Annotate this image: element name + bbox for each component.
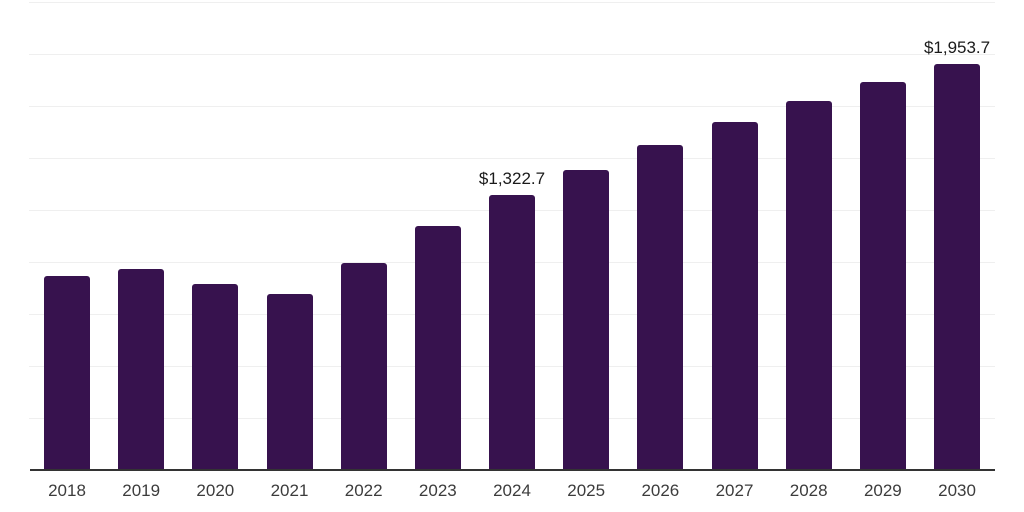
bar-2019 [118, 269, 165, 470]
bar-2027 [711, 121, 758, 470]
gridline [29, 106, 995, 107]
x-tick-label-2030: 2030 [938, 481, 976, 500]
x-tick-label-2020: 2020 [196, 481, 235, 500]
x-tick-label-2021: 2021 [270, 481, 309, 500]
x-tick-label-2029: 2029 [863, 481, 902, 500]
bar-2028 [785, 101, 832, 470]
x-tick-label-2024: 2024 [493, 481, 531, 500]
bar-2023 [414, 225, 461, 470]
gridline [29, 54, 995, 55]
bar-2020 [192, 284, 239, 470]
x-tick-label-2023: 2023 [418, 481, 457, 500]
x-tick-label-2025: 2025 [567, 481, 606, 500]
x-axis-line [30, 469, 995, 471]
x-tick-label-2028: 2028 [789, 481, 828, 500]
data-label-2030: $1,953.7 [923, 37, 991, 57]
x-tick-label-2026: 2026 [641, 481, 680, 500]
bar-2029 [859, 82, 906, 470]
bar-2026 [637, 144, 684, 470]
bar-2030 [934, 63, 981, 470]
bar-2022 [340, 263, 387, 470]
bar-2018 [44, 275, 90, 470]
gridline [29, 2, 995, 3]
gridline [29, 158, 995, 159]
x-tick-label-2027: 2027 [715, 481, 754, 500]
bar-2024 [489, 194, 536, 470]
x-tick-label-2019: 2019 [122, 481, 161, 500]
bar-2021 [266, 294, 313, 470]
bar-2025 [563, 169, 610, 470]
x-tick-label-2022: 2022 [344, 481, 383, 500]
data-label-2024: $1,322.7 [478, 168, 546, 188]
x-tick-label-2018: 2018 [48, 481, 86, 500]
